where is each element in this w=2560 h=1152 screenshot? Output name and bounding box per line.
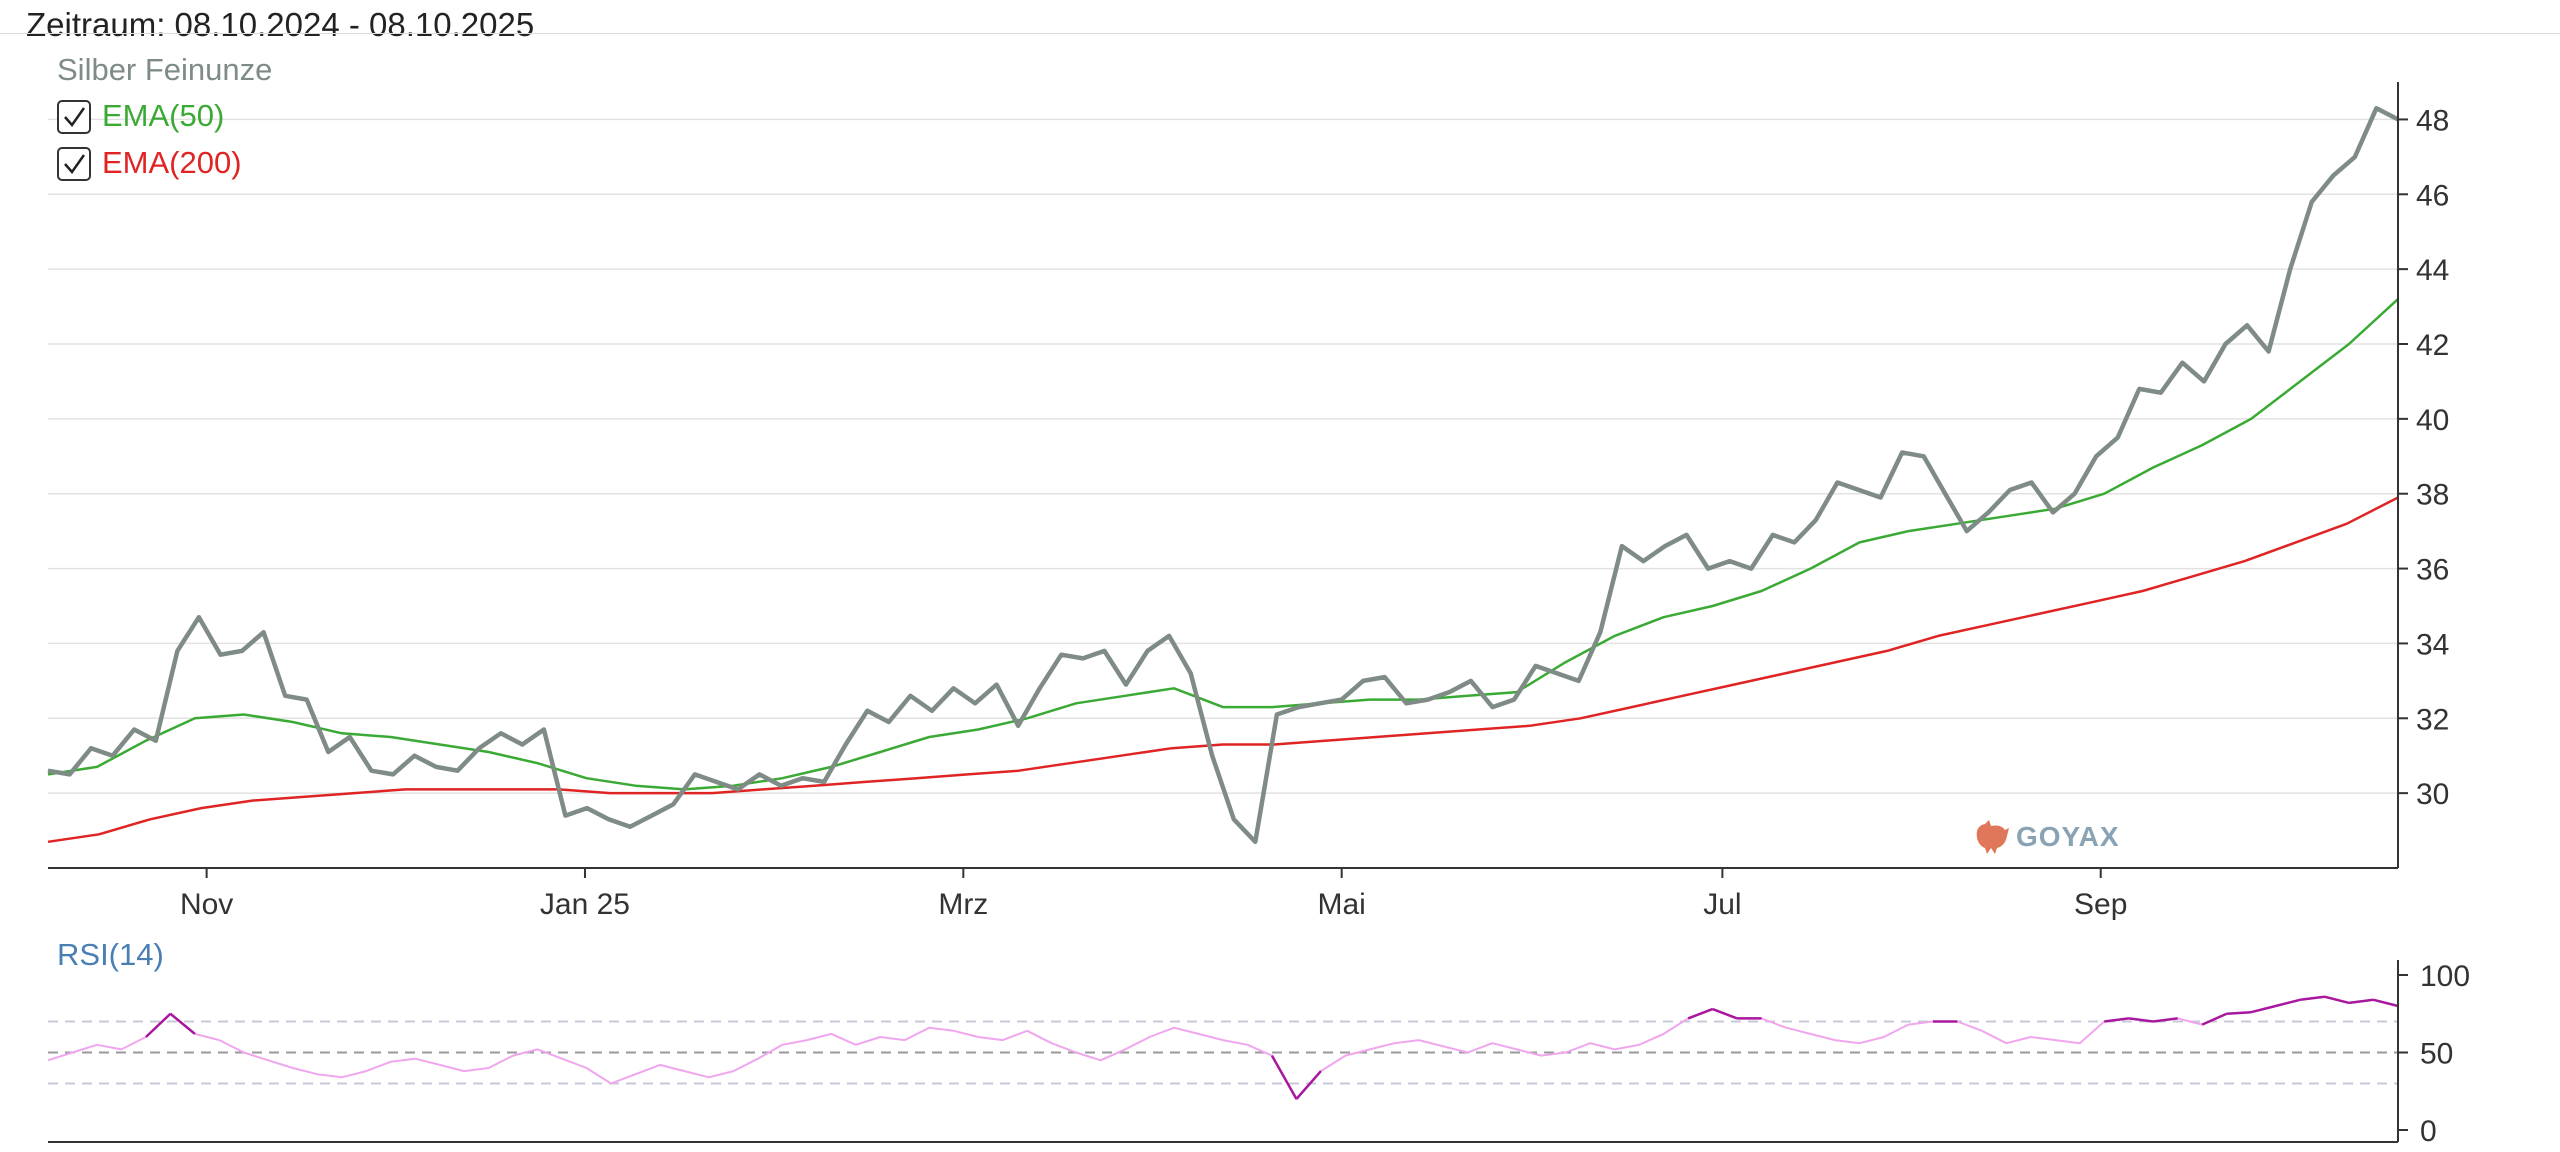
check-icon bbox=[64, 154, 86, 175]
rsi-axes bbox=[48, 960, 2399, 1143]
rsi-extreme-segment bbox=[2201, 1012, 2228, 1026]
rsi-tick-label: 0 bbox=[2420, 1115, 2437, 1148]
main-series bbox=[47, 105, 2400, 845]
y-tick-label: 42 bbox=[2416, 329, 2449, 362]
series-line-ema200 bbox=[47, 496, 2399, 844]
rsi-extreme-segment bbox=[169, 1012, 196, 1035]
rsi-extreme-segment bbox=[2299, 995, 2325, 1002]
legend-ema200-label: EMA(200) bbox=[102, 145, 242, 180]
rsi-extreme-segment bbox=[2226, 1010, 2252, 1015]
rsi-extreme-segment bbox=[2104, 1017, 2129, 1023]
watermark-text: GOYAX bbox=[2016, 821, 2120, 852]
ema50-checkbox[interactable] bbox=[57, 100, 91, 134]
bull-icon bbox=[1976, 820, 2009, 854]
rsi-extreme-segment bbox=[1270, 1054, 1298, 1100]
rsi-title: RSI(14) bbox=[57, 937, 164, 972]
y-tick-labels: 30 32 34 36 38 40 42 44 46 48 bbox=[2398, 104, 2449, 811]
legend-ema50[interactable]: EMA(50) bbox=[57, 98, 224, 134]
main-axes bbox=[48, 82, 2399, 869]
y-tick-label: 46 bbox=[2416, 179, 2449, 212]
rsi-extreme-segment bbox=[145, 1012, 172, 1038]
x-tick-labels: Nov Jan 25 Mrz Mai Jul Sep bbox=[180, 868, 2127, 921]
rsi-extreme-segment bbox=[2275, 998, 2301, 1008]
x-tick-label: Nov bbox=[180, 888, 233, 921]
rsi-tick-label: 100 bbox=[2420, 960, 2470, 993]
y-tick-label: 38 bbox=[2416, 479, 2449, 512]
goyax-logo: GOYAX bbox=[1976, 820, 2120, 854]
rsi-extreme-segment bbox=[1687, 1007, 1714, 1020]
x-tick-label: Mrz bbox=[938, 888, 988, 921]
check-icon bbox=[64, 107, 86, 128]
rsi-extreme-segment bbox=[2348, 998, 2374, 1005]
y-tick-label: 48 bbox=[2416, 104, 2449, 137]
y-tick-label: 40 bbox=[2416, 404, 2449, 437]
rsi-extreme-segment bbox=[2250, 1004, 2276, 1014]
rsi-extreme-segment bbox=[2373, 998, 2399, 1008]
rsi-tick-label: 50 bbox=[2420, 1038, 2453, 1071]
rsi-extreme-segment bbox=[2324, 995, 2350, 1005]
x-tick-label: Jul bbox=[1703, 888, 1741, 921]
rsi-extreme-segment bbox=[1295, 1070, 1322, 1100]
y-tick-label: 32 bbox=[2416, 703, 2449, 736]
legend-ema50-label: EMA(50) bbox=[102, 98, 224, 133]
rsi-extreme-segment bbox=[2153, 1017, 2178, 1023]
main-gridlines bbox=[48, 118, 2398, 794]
rsi-reference-lines bbox=[48, 1020, 2398, 1085]
header-divider bbox=[0, 33, 2560, 34]
rsi-extreme-segment bbox=[1712, 1007, 1738, 1020]
series-line-ema50 bbox=[47, 298, 2399, 791]
x-tick-label: Jan 25 bbox=[540, 888, 630, 921]
x-tick-label: Sep bbox=[2074, 888, 2127, 921]
y-tick-label: 30 bbox=[2416, 778, 2449, 811]
rsi-tick-labels: 0 50 100 bbox=[2398, 960, 2470, 1148]
y-tick-label: 34 bbox=[2416, 628, 2449, 661]
rsi-extreme-segment bbox=[2128, 1017, 2154, 1023]
y-tick-label: 36 bbox=[2416, 554, 2449, 587]
ema200-checkbox[interactable] bbox=[57, 147, 91, 181]
x-tick-label: Mai bbox=[1318, 888, 1366, 921]
timeframe-label: Zeitraum: 08.10.2024 - 08.10.2025 bbox=[26, 6, 535, 43]
series-line-price bbox=[47, 105, 2400, 845]
chart-title: Silber Feinunze bbox=[57, 52, 272, 87]
rsi-series bbox=[47, 995, 2399, 1100]
rsi-line bbox=[47, 995, 2399, 1100]
legend-ema200[interactable]: EMA(200) bbox=[57, 145, 242, 181]
y-tick-label: 44 bbox=[2416, 254, 2449, 287]
